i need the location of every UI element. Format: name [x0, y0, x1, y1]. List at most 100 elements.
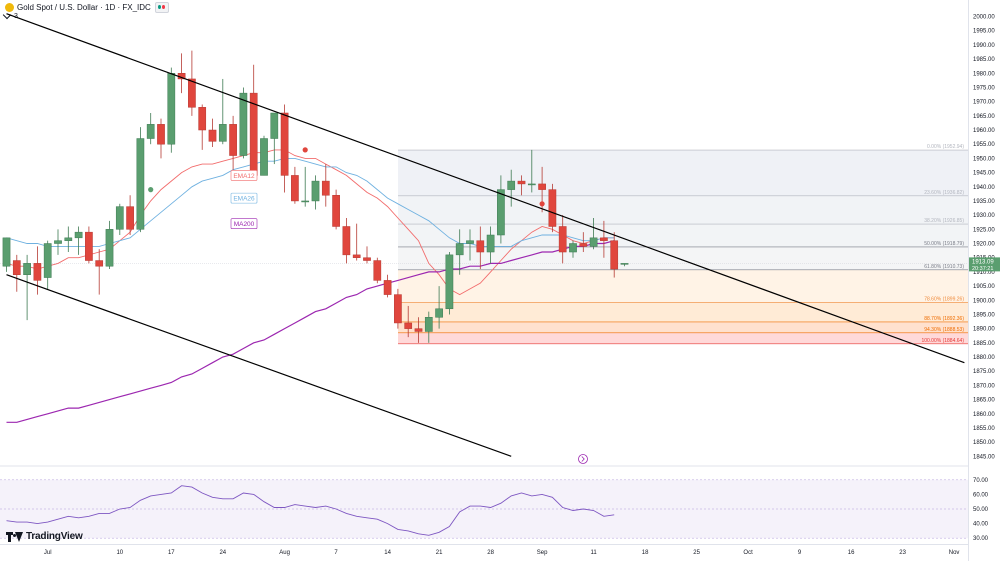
candle [218, 78, 227, 145]
candle-body [301, 200, 310, 203]
price-tick-label: 1985.00 [973, 57, 995, 63]
signal-dot [302, 147, 308, 153]
price-tick-label: 1960.00 [973, 128, 995, 134]
time-tick-label: 23 [899, 550, 906, 556]
candle [115, 203, 124, 235]
time-tick-label: Sep [537, 550, 548, 556]
candle [435, 286, 443, 329]
candle [311, 175, 320, 210]
candle [394, 288, 402, 329]
channel-line [6, 274, 512, 457]
candle [383, 274, 392, 298]
candle [198, 104, 207, 150]
candle [301, 166, 310, 207]
candle [12, 254, 21, 292]
candle-body [239, 92, 248, 156]
price-tick-label: 1850.00 [973, 440, 995, 446]
candle-body [363, 257, 371, 261]
candle-body [507, 180, 516, 190]
fib-level-label: 0.00% (1952.94) [927, 144, 964, 150]
fib-level-label: 78.60% (1899.26) [924, 296, 964, 302]
candle-body [517, 180, 526, 185]
candle [466, 229, 474, 261]
candle [239, 87, 248, 159]
candle-body [198, 107, 207, 131]
price-tick-label: 1845.00 [973, 454, 995, 460]
price-axis[interactable]: 2000.00 1995.00 1990.00 1985.00 1980.00 1975.… [969, 15, 1000, 543]
indicator-label-ema26: EMA26 [233, 196, 255, 203]
candle [23, 254, 31, 321]
candle-body [188, 78, 196, 108]
candle-body [569, 243, 577, 253]
market-status-icon[interactable] [154, 2, 169, 13]
price-tick-label: 1925.00 [973, 227, 995, 233]
trend-channel[interactable] [6, 13, 965, 457]
candle [74, 226, 83, 255]
time-axis[interactable]: Jul 10 17 24 Aug 7 14 21 28 Sep 11 18 25 Oct 9 16 23 Nov [0, 544, 968, 557]
candle [332, 189, 340, 230]
candle-body [229, 124, 237, 156]
candle-body [136, 138, 145, 230]
price-tick-label: 1910.00 [973, 270, 995, 276]
candle [167, 67, 176, 153]
candle [517, 175, 526, 196]
candle [342, 217, 351, 264]
price-tick-label: 1975.00 [973, 85, 995, 91]
candle-body [146, 124, 155, 139]
rsi-tick-label: 30.00 [973, 536, 989, 542]
tradingview-logo-text: TradingView [26, 531, 83, 542]
candle-body [208, 129, 217, 142]
candle-body [54, 240, 62, 244]
candle [507, 169, 516, 207]
current-price-box [969, 257, 1000, 272]
candle-body [404, 322, 413, 329]
candle [33, 246, 42, 295]
price-tick-label: 1990.00 [973, 43, 995, 49]
candle-body [291, 175, 299, 202]
price-tick-label: 1905.00 [973, 284, 995, 290]
candle-body [105, 229, 114, 267]
candle-body [466, 240, 474, 244]
channel-line [6, 13, 965, 364]
candle-body [218, 124, 227, 142]
time-tick-label: 18 [642, 550, 649, 556]
candle-body [548, 189, 557, 227]
replay-marker-icon [578, 454, 588, 464]
candle [497, 175, 505, 244]
candle-body [476, 240, 485, 253]
time-tick-label: 9 [798, 550, 802, 556]
fib-zone [398, 224, 968, 247]
candle-body [383, 280, 392, 295]
candle-body [12, 260, 21, 275]
candle [105, 220, 114, 270]
symbol-title[interactable]: Gold Spot / U.S. Dollar · 1D · FX_IDC [17, 3, 151, 12]
fibonacci-retracement: 0.00% (1952.94) 23.60% (1936.82) 38.20% (1… [398, 144, 968, 345]
candle [260, 135, 268, 176]
time-tick-label: Jul [44, 550, 52, 556]
rsi-tick-label: 50.00 [973, 507, 989, 513]
candle-body [373, 260, 382, 281]
price-tick-label: 1950.00 [973, 156, 995, 162]
time-tick-label: 17 [168, 550, 175, 556]
candle-body [579, 243, 588, 247]
candle [486, 226, 495, 264]
candle-body [260, 138, 268, 176]
fib-zone [398, 332, 968, 344]
candle-body [497, 189, 505, 236]
candle-body [414, 328, 423, 332]
grid [0, 0, 969, 561]
candles [2, 50, 629, 343]
fib-zone [398, 302, 968, 322]
candle [64, 226, 73, 253]
current-price-value: 1913.09 [972, 259, 994, 265]
candle [177, 53, 186, 94]
candle [270, 112, 279, 165]
price-tick-label: 1920.00 [973, 242, 995, 248]
candle-body [424, 317, 433, 332]
candle [610, 232, 619, 278]
candle [54, 229, 62, 255]
candle [136, 127, 145, 233]
indicator-label-ema12: EMA12 [233, 173, 255, 180]
price-tick-label: 1945.00 [973, 171, 995, 177]
